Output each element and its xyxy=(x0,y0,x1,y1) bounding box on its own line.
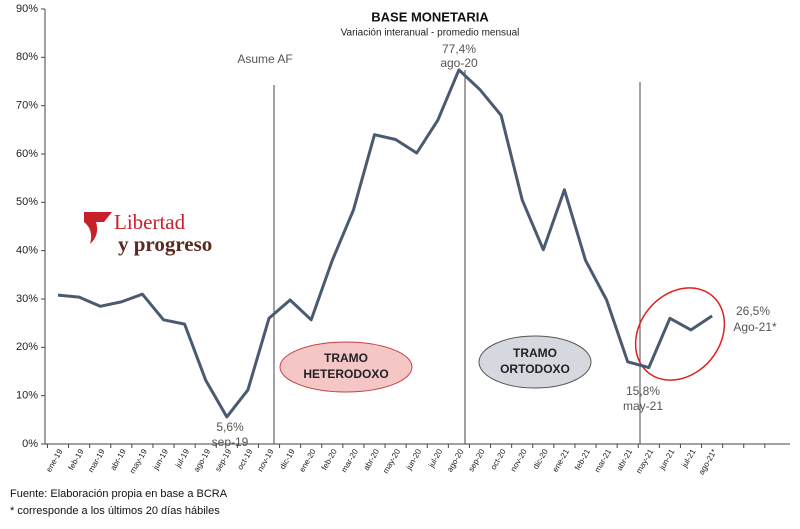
x-tick-label: feb-19 xyxy=(67,447,86,472)
y-tick-label: 0% xyxy=(22,438,38,450)
y-tick-label: 30% xyxy=(16,293,38,305)
x-tick-label: jul-19 xyxy=(173,447,191,470)
x-tick-label: feb-21 xyxy=(573,447,592,472)
x-tick-label: ago-21* xyxy=(697,448,719,477)
annotation: Asume AF xyxy=(237,52,292,66)
footnote: * corresponde a los últimos 20 días hábi… xyxy=(10,505,220,517)
annotation: sep-19 xyxy=(212,435,249,449)
y-tick-label: 20% xyxy=(16,341,38,353)
x-tick-label: abr-20 xyxy=(362,447,382,472)
x-tick-label: ene-19 xyxy=(44,447,65,474)
x-tick-label: nov-20 xyxy=(509,447,529,473)
footnote: Fuente: Elaboración propia en base a BCR… xyxy=(10,488,228,500)
x-tick-label: jun-20 xyxy=(404,447,424,472)
y-tick-label: 60% xyxy=(16,148,38,160)
x-tick-label: jun-19 xyxy=(151,447,171,472)
annotation: Ago-21* xyxy=(733,320,777,334)
x-tick-label: sep-19 xyxy=(213,447,233,473)
x-tick-label: ago-20 xyxy=(445,447,466,474)
x-tick-label: may-20 xyxy=(381,447,402,475)
x-tick-label: ene-21 xyxy=(551,447,572,474)
x-tick-label: ene-20 xyxy=(298,447,319,474)
x-tick-label: mar-21 xyxy=(593,447,614,474)
annotation: may-21 xyxy=(623,399,663,413)
x-tick-label: may-19 xyxy=(128,447,149,475)
x-tick-label: mar-19 xyxy=(86,447,107,474)
tramo-label: ORTODOXO xyxy=(500,362,570,376)
logo-text: Libertad xyxy=(114,210,186,234)
y-tick-label: 40% xyxy=(16,245,38,257)
highlight-circle xyxy=(634,287,726,381)
tramo-label: TRAMO xyxy=(513,346,557,360)
x-tick-label: mar-20 xyxy=(339,447,360,474)
x-tick-label: jun-21 xyxy=(657,447,677,472)
chart-title: BASE MONETARIA xyxy=(371,9,489,24)
annotation: 26,5% xyxy=(736,304,770,318)
x-tick-label: abr-19 xyxy=(109,447,129,472)
x-tick-label: jul-21 xyxy=(679,447,697,470)
x-tick-label: dic-19 xyxy=(278,447,297,471)
y-tick-label: 90% xyxy=(16,3,38,15)
x-tick-label: dic-20 xyxy=(531,447,550,471)
x-tick-label: ago-19 xyxy=(192,447,213,474)
x-tick-label: may-21 xyxy=(634,447,655,475)
x-tick-label: sep-20 xyxy=(467,447,487,473)
annotation: ago-20 xyxy=(440,56,478,70)
logo-text: y progreso xyxy=(118,232,212,256)
x-tick-label: oct-19 xyxy=(236,447,255,471)
y-tick-label: 80% xyxy=(16,51,38,63)
annotation: 5,6% xyxy=(216,420,244,434)
annotation: 15,8% xyxy=(626,384,660,398)
tramo-label: HETERODOXO xyxy=(303,367,388,381)
series-line xyxy=(57,68,713,419)
y-tick-label: 10% xyxy=(16,390,38,402)
logo-icon xyxy=(84,212,112,244)
x-tick-label: abr-21 xyxy=(615,447,635,472)
tramo-bubble xyxy=(478,335,592,389)
x-tick-label: oct-20 xyxy=(489,447,508,471)
x-tick-label: jul-20 xyxy=(426,447,444,470)
chart-subtitle: Variación interanual - promedio mensual xyxy=(341,28,520,39)
x-tick-label: nov-19 xyxy=(256,447,276,473)
x-tick-label: feb-20 xyxy=(320,447,339,472)
annotation: 77,4% xyxy=(442,42,476,56)
y-tick-label: 50% xyxy=(16,196,38,208)
tramo-label: TRAMO xyxy=(324,351,368,365)
tramo-bubble xyxy=(279,341,413,393)
y-tick-label: 70% xyxy=(16,100,38,112)
